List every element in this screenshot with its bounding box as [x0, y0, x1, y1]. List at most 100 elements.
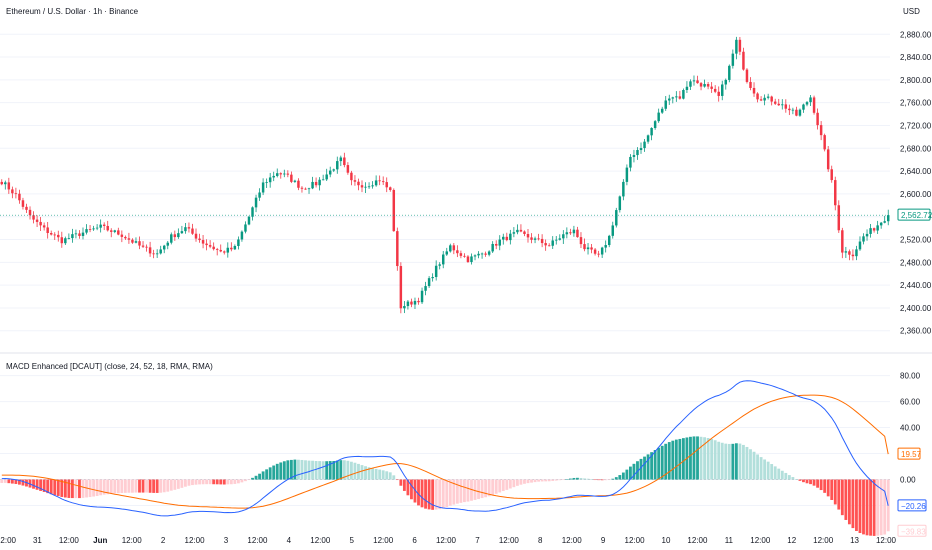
histogram-bar: [364, 466, 367, 480]
histogram-bar: [314, 461, 318, 480]
candle-body: [516, 229, 519, 233]
histogram-bar: [7, 479, 11, 484]
histogram-bar: [254, 475, 258, 480]
histogram-bar: [678, 438, 682, 480]
histogram-bar: [159, 479, 163, 493]
histogram-bar: [756, 454, 759, 480]
time-tick-label: 4: [287, 536, 292, 545]
candle-body: [766, 96, 770, 98]
histogram-bar: [823, 479, 827, 493]
candle-body: [879, 222, 883, 226]
candle-body: [127, 238, 131, 240]
candle-body: [279, 173, 283, 175]
candle-body: [600, 247, 604, 255]
candle-body: [770, 96, 773, 102]
indicator-title[interactable]: MACD Enhanced [DCAUT] (close, 24, 52, 18…: [6, 362, 213, 371]
candle-body: [325, 174, 328, 180]
histogram-bar: [621, 472, 625, 480]
histogram-bar: [56, 479, 60, 496]
candle-body: [360, 185, 364, 188]
histogram-bar: [855, 479, 858, 531]
histogram-bar: [300, 459, 304, 480]
histogram-bar: [837, 479, 841, 510]
histogram-bar: [629, 466, 632, 480]
time-tick-label: 12:00: [185, 536, 206, 545]
candle-body: [526, 234, 530, 238]
candle-body: [477, 253, 480, 256]
histogram-bar: [349, 461, 353, 480]
candle-body: [138, 241, 141, 246]
histogram-bar: [671, 440, 675, 480]
histogram-bar: [484, 479, 488, 498]
histogram-bar: [205, 479, 209, 485]
histogram-bar: [544, 479, 548, 482]
histogram-bar: [752, 451, 756, 480]
symbol-title[interactable]: Ethereum / U.S. Dollar · 1h · Binance: [6, 7, 139, 16]
histogram-bar: [78, 479, 81, 499]
candle-body: [102, 224, 106, 226]
histogram-bar: [134, 479, 138, 493]
time-tick-label: 12:00: [0, 536, 17, 545]
time-tick-label: 12:00: [687, 536, 708, 545]
histogram-bar: [155, 479, 159, 493]
histogram-bar: [293, 459, 297, 480]
candle-body: [456, 250, 459, 254]
candle-body: [533, 238, 537, 240]
candle-body: [367, 186, 371, 188]
histogram-bar: [872, 479, 876, 536]
price-axis[interactable]: 2,880.00 2,840.00 2,800.00 2,760.00 2,720.00…: [900, 30, 932, 335]
candle-body: [145, 246, 148, 248]
histogram-bar: [360, 465, 364, 480]
histogram-bar: [187, 479, 191, 486]
candle-body: [547, 245, 551, 247]
histogram-bar: [734, 443, 738, 480]
histogram-bar: [420, 479, 424, 508]
histogram-bar: [646, 454, 650, 480]
time-tick-label: 12:00: [876, 536, 897, 545]
candle-body: [706, 84, 710, 87]
candle-body: [434, 265, 438, 278]
histogram-bar: [378, 469, 382, 480]
candle-body: [191, 228, 194, 234]
histogram-bar: [265, 469, 269, 480]
histogram-bar: [689, 436, 692, 480]
candle-body: [272, 175, 275, 178]
candle-body: [692, 80, 696, 82]
histogram-bar: [194, 479, 198, 485]
currency-label[interactable]: USD: [903, 7, 920, 16]
last-price-tag: 2,562.72: [897, 208, 932, 221]
candle-body: [565, 232, 569, 235]
candle-body: [431, 277, 434, 279]
time-axis[interactable]: 12:00 31 12:00 Jun 12:00 2 12:00 3 12:00 4 12:00 5 1…: [0, 536, 897, 545]
histogram-bar: [618, 475, 622, 480]
candle-body: [851, 254, 855, 257]
time-tick-label: 13: [850, 536, 859, 545]
candle-body: [491, 243, 494, 252]
candle-body: [452, 245, 456, 251]
macd-tick-label: 40.00: [900, 424, 921, 433]
candle-body: [427, 278, 431, 287]
candle-body: [293, 180, 297, 182]
histogram-bar: [346, 460, 350, 480]
candle-body: [487, 251, 491, 255]
candle-body: [81, 232, 85, 236]
histogram-bar: [632, 463, 636, 480]
histogram-bar: [710, 438, 714, 480]
candle-body: [660, 108, 664, 113]
histogram-bar: [367, 467, 371, 480]
candle-body: [494, 243, 498, 246]
candle-body: [166, 242, 169, 246]
macd-tick-label: 0.00: [900, 476, 916, 485]
time-tick-label: 5: [349, 536, 354, 545]
histogram-bar: [81, 479, 85, 498]
candle-body: [219, 249, 222, 252]
candle-body: [653, 121, 657, 128]
histogram-bar: [540, 479, 544, 482]
histogram-bar: [152, 479, 156, 493]
histogram-bar: [505, 479, 509, 490]
macd-tick-label: 60.00: [900, 398, 921, 407]
candle-body: [618, 196, 622, 211]
candle-body: [155, 253, 159, 255]
